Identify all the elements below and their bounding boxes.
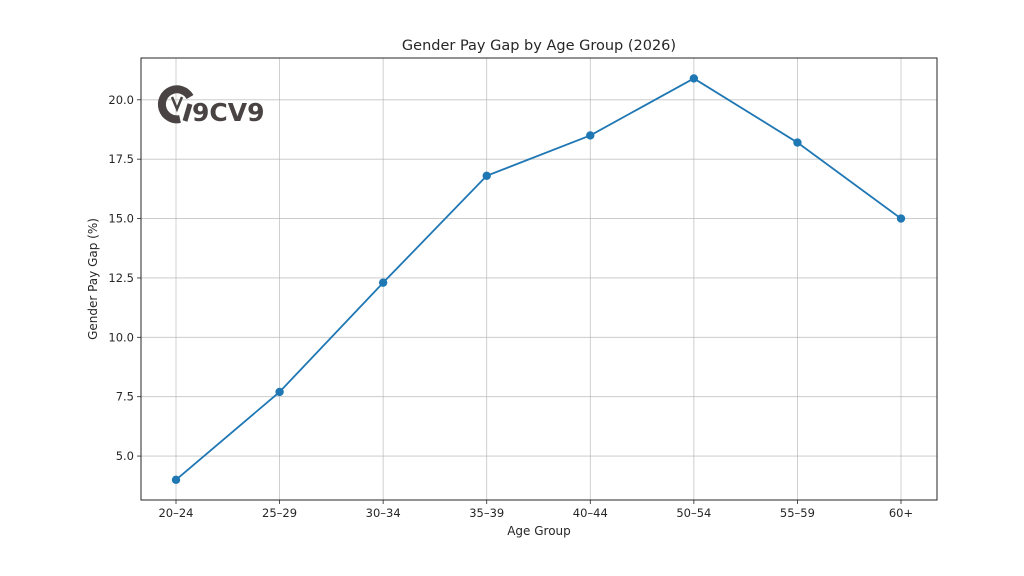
y-axis-ticks: 5.0 7.5 10.0 12.5 15.0 17.5 20.0 bbox=[108, 93, 141, 463]
y-tick-label: 15.0 bbox=[108, 212, 134, 226]
y-tick-label: 10.0 bbox=[108, 330, 134, 344]
data-point bbox=[896, 214, 906, 223]
x-tick-label: 35–39 bbox=[469, 506, 504, 520]
x-axis-label: Age Group bbox=[507, 524, 571, 538]
data-series bbox=[171, 74, 906, 485]
y-tick-label: 5.0 bbox=[116, 449, 134, 463]
logo-text: 9CV9 bbox=[192, 98, 265, 127]
y-tick-label: 7.5 bbox=[116, 390, 134, 404]
x-tick-label: 40–44 bbox=[573, 506, 608, 520]
x-tick-label: 55–59 bbox=[780, 506, 815, 520]
chart-title: Gender Pay Gap by Age Group (2026) bbox=[402, 38, 676, 54]
y-tick-label: 20.0 bbox=[108, 93, 134, 107]
x-tick-label: 30–34 bbox=[366, 506, 401, 520]
data-point bbox=[689, 74, 699, 83]
y-axis-label: Gender Pay Gap (%) bbox=[86, 218, 100, 340]
watermark-logo: 9CV9 bbox=[157, 85, 265, 127]
x-tick-label: 60+ bbox=[889, 506, 913, 520]
y-tick-label: 12.5 bbox=[108, 271, 134, 285]
data-point bbox=[275, 387, 284, 397]
series-line bbox=[175, 77, 902, 481]
grid-lines bbox=[141, 58, 937, 500]
data-point bbox=[482, 171, 491, 181]
data-point bbox=[378, 278, 388, 287]
x-tick-label: 50–54 bbox=[676, 506, 711, 520]
plot-frame bbox=[140, 57, 938, 501]
data-point bbox=[171, 475, 181, 485]
logo-icon bbox=[157, 85, 194, 124]
x-axis-ticks: 20–24 25–29 30–34 35–39 40–44 50–54 55–59 60+ bbox=[158, 500, 913, 520]
x-tick-label: 20–24 bbox=[158, 506, 193, 520]
data-point bbox=[793, 138, 802, 147]
x-tick-label: 25–29 bbox=[262, 506, 297, 520]
y-tick-label: 17.5 bbox=[108, 152, 134, 166]
data-point bbox=[586, 131, 595, 140]
